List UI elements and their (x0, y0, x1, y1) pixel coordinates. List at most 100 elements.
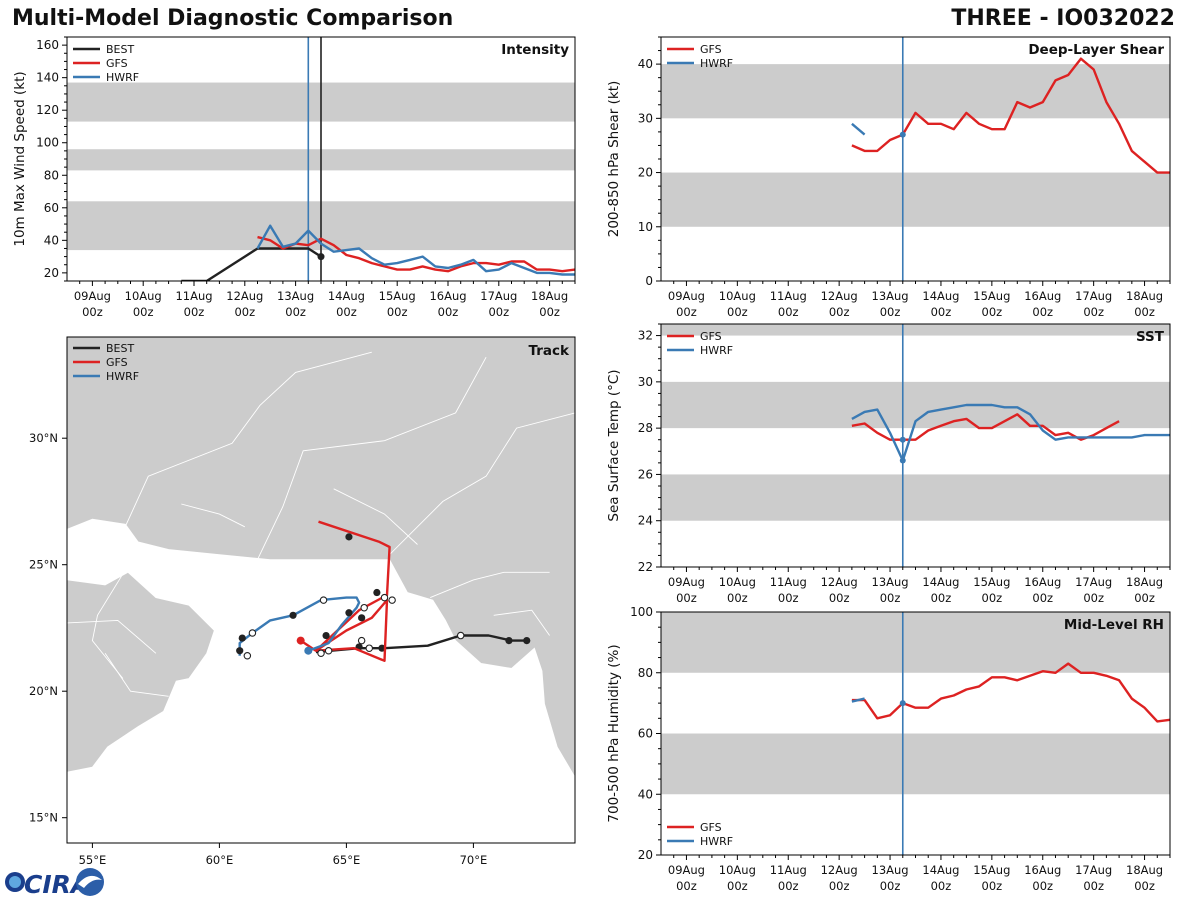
track-point-open (357, 636, 366, 645)
plot-area (661, 612, 1170, 855)
x-tick-label-day: 17Aug (480, 289, 517, 303)
x-tick-label-hour: 00z (133, 305, 154, 319)
x-tick-label-hour: 00z (336, 305, 357, 319)
x-tick-label-hour: 00z (1032, 591, 1053, 605)
x-tick-label-hour: 00z (1083, 305, 1104, 319)
panel-title: Mid-Level RH (1064, 617, 1164, 633)
x-tick-label-hour: 00z (1134, 879, 1155, 893)
track-point-filled (236, 647, 244, 655)
track-point-open (365, 644, 374, 652)
hwrf-series-line (851, 403, 1170, 462)
y-tick-label: 30°N (29, 431, 58, 445)
map-area (67, 337, 575, 843)
x-tick-label-day: 18Aug (1126, 289, 1163, 303)
x-tick-label-day: 13Aug (872, 863, 909, 877)
x-tick-label-hour: 00z (727, 305, 748, 319)
legend-label-gfs: GFS (700, 43, 722, 56)
x-tick-label-day: 09Aug (668, 863, 705, 877)
wave-icon (78, 875, 102, 888)
sst-panel: 22 24 26 28 30 32 09Aug 00z 10Aug 00z 11Aug 00z 12Au… (606, 323, 1171, 605)
border-line (257, 356, 487, 560)
x-tick-label-hour: 00z (982, 591, 1003, 605)
y-tick-label: 32 (638, 329, 653, 343)
hwrf-series-line (851, 122, 866, 136)
x-tick-label-day: 12Aug (821, 575, 858, 589)
y-tick-label: 160 (36, 38, 59, 52)
x-tick-label-hour: 00z (488, 305, 509, 319)
x-tick-label-hour: 00z (727, 591, 748, 605)
x-tick-label-hour: 00z (387, 305, 408, 319)
x-tick-label-hour: 00z (1134, 305, 1155, 319)
legend-label-gfs: GFS (106, 57, 128, 70)
legend-label-hwrf: HWRF (106, 71, 139, 84)
border-line (333, 488, 418, 545)
y-tick-label: 100 (630, 605, 653, 619)
legend-label-gfs: GFS (106, 356, 128, 369)
gfs-track-line (300, 520, 391, 662)
threshold-band (661, 612, 1170, 673)
border-line (67, 619, 157, 654)
x-tick-label-hour: 00z (778, 879, 799, 893)
analysis-point-marker (899, 436, 906, 443)
panel-title: Deep-Layer Shear (1028, 42, 1164, 58)
y-tick-label: 100 (36, 136, 59, 150)
x-tick-label-hour: 00z (676, 591, 697, 605)
best-end-marker (317, 253, 325, 261)
x-tick-label-hour: 00z (1083, 591, 1104, 605)
track-point-filled (345, 609, 353, 617)
x-tick-label-hour: 00z (676, 879, 697, 893)
gfs-series-line (257, 235, 575, 273)
x-tick-label-day: 16Aug (1024, 289, 1061, 303)
x-tick-label-day: 12Aug (226, 289, 263, 303)
x-tick-label-hour: 00z (285, 305, 306, 319)
x-tick-label: 65°E (333, 853, 361, 867)
globe-inner-icon (9, 876, 21, 888)
hwrf-start-marker (304, 646, 313, 655)
threshold-band (661, 324, 1170, 336)
x-tick-label-hour: 00z (880, 879, 901, 893)
x-tick-label-day: 15Aug (973, 863, 1010, 877)
y-tick-label: 20°N (29, 684, 58, 698)
y-tick-label: 25°N (29, 558, 58, 572)
x-tick-label-day: 09Aug (74, 289, 111, 303)
y-axis-label: 700-500 hPa Humidity (%) (606, 644, 622, 822)
x-tick-label-day: 17Aug (1075, 575, 1112, 589)
track-point-open (324, 646, 333, 655)
x-tick-label-hour: 00z (539, 305, 560, 319)
x-tick-label-day: 10Aug (719, 863, 756, 877)
chart-title: Multi-Model Diagnostic Comparison (12, 6, 454, 31)
threshold-band (661, 474, 1170, 521)
x-tick-label-hour: 00z (1134, 591, 1155, 605)
panel-title: SST (1136, 329, 1165, 345)
x-tick-label-hour: 00z (82, 305, 103, 319)
x-tick-label-day: 18Aug (1126, 575, 1163, 589)
x-tick-label-day: 13Aug (872, 575, 909, 589)
land-mass (67, 337, 575, 778)
x-tick-label-hour: 00z (880, 591, 901, 605)
analysis-point-marker (899, 700, 906, 707)
x-tick-label-hour: 00z (1032, 305, 1053, 319)
track-point-filled (523, 637, 531, 645)
y-axis-label: Sea Surface Temp (°C) (606, 369, 622, 521)
y-axis-label: 10m Max Wind Speed (kt) (12, 71, 28, 246)
border-line (91, 569, 126, 679)
y-tick-label: 24 (638, 514, 653, 528)
track-point-filled (322, 631, 330, 640)
track-point-filled (238, 634, 246, 642)
track-point-filled (505, 637, 513, 645)
threshold-band (661, 64, 1170, 119)
border-line (430, 571, 550, 599)
x-tick-label-day: 15Aug (973, 289, 1010, 303)
x-tick-label-day: 10Aug (719, 289, 756, 303)
y-tick-label: 20 (638, 848, 653, 862)
track-point-filled (289, 611, 297, 619)
y-tick-label: 15°N (29, 811, 58, 825)
x-tick-label: 55°E (79, 853, 107, 867)
storm-id-label: THREE - IO032022 (951, 6, 1175, 31)
x-tick-label-hour: 00z (778, 591, 799, 605)
gfs-start-marker (296, 636, 305, 645)
x-tick-label-day: 15Aug (379, 289, 416, 303)
track-point-open (380, 593, 389, 602)
x-tick-label-day: 16Aug (1024, 863, 1061, 877)
